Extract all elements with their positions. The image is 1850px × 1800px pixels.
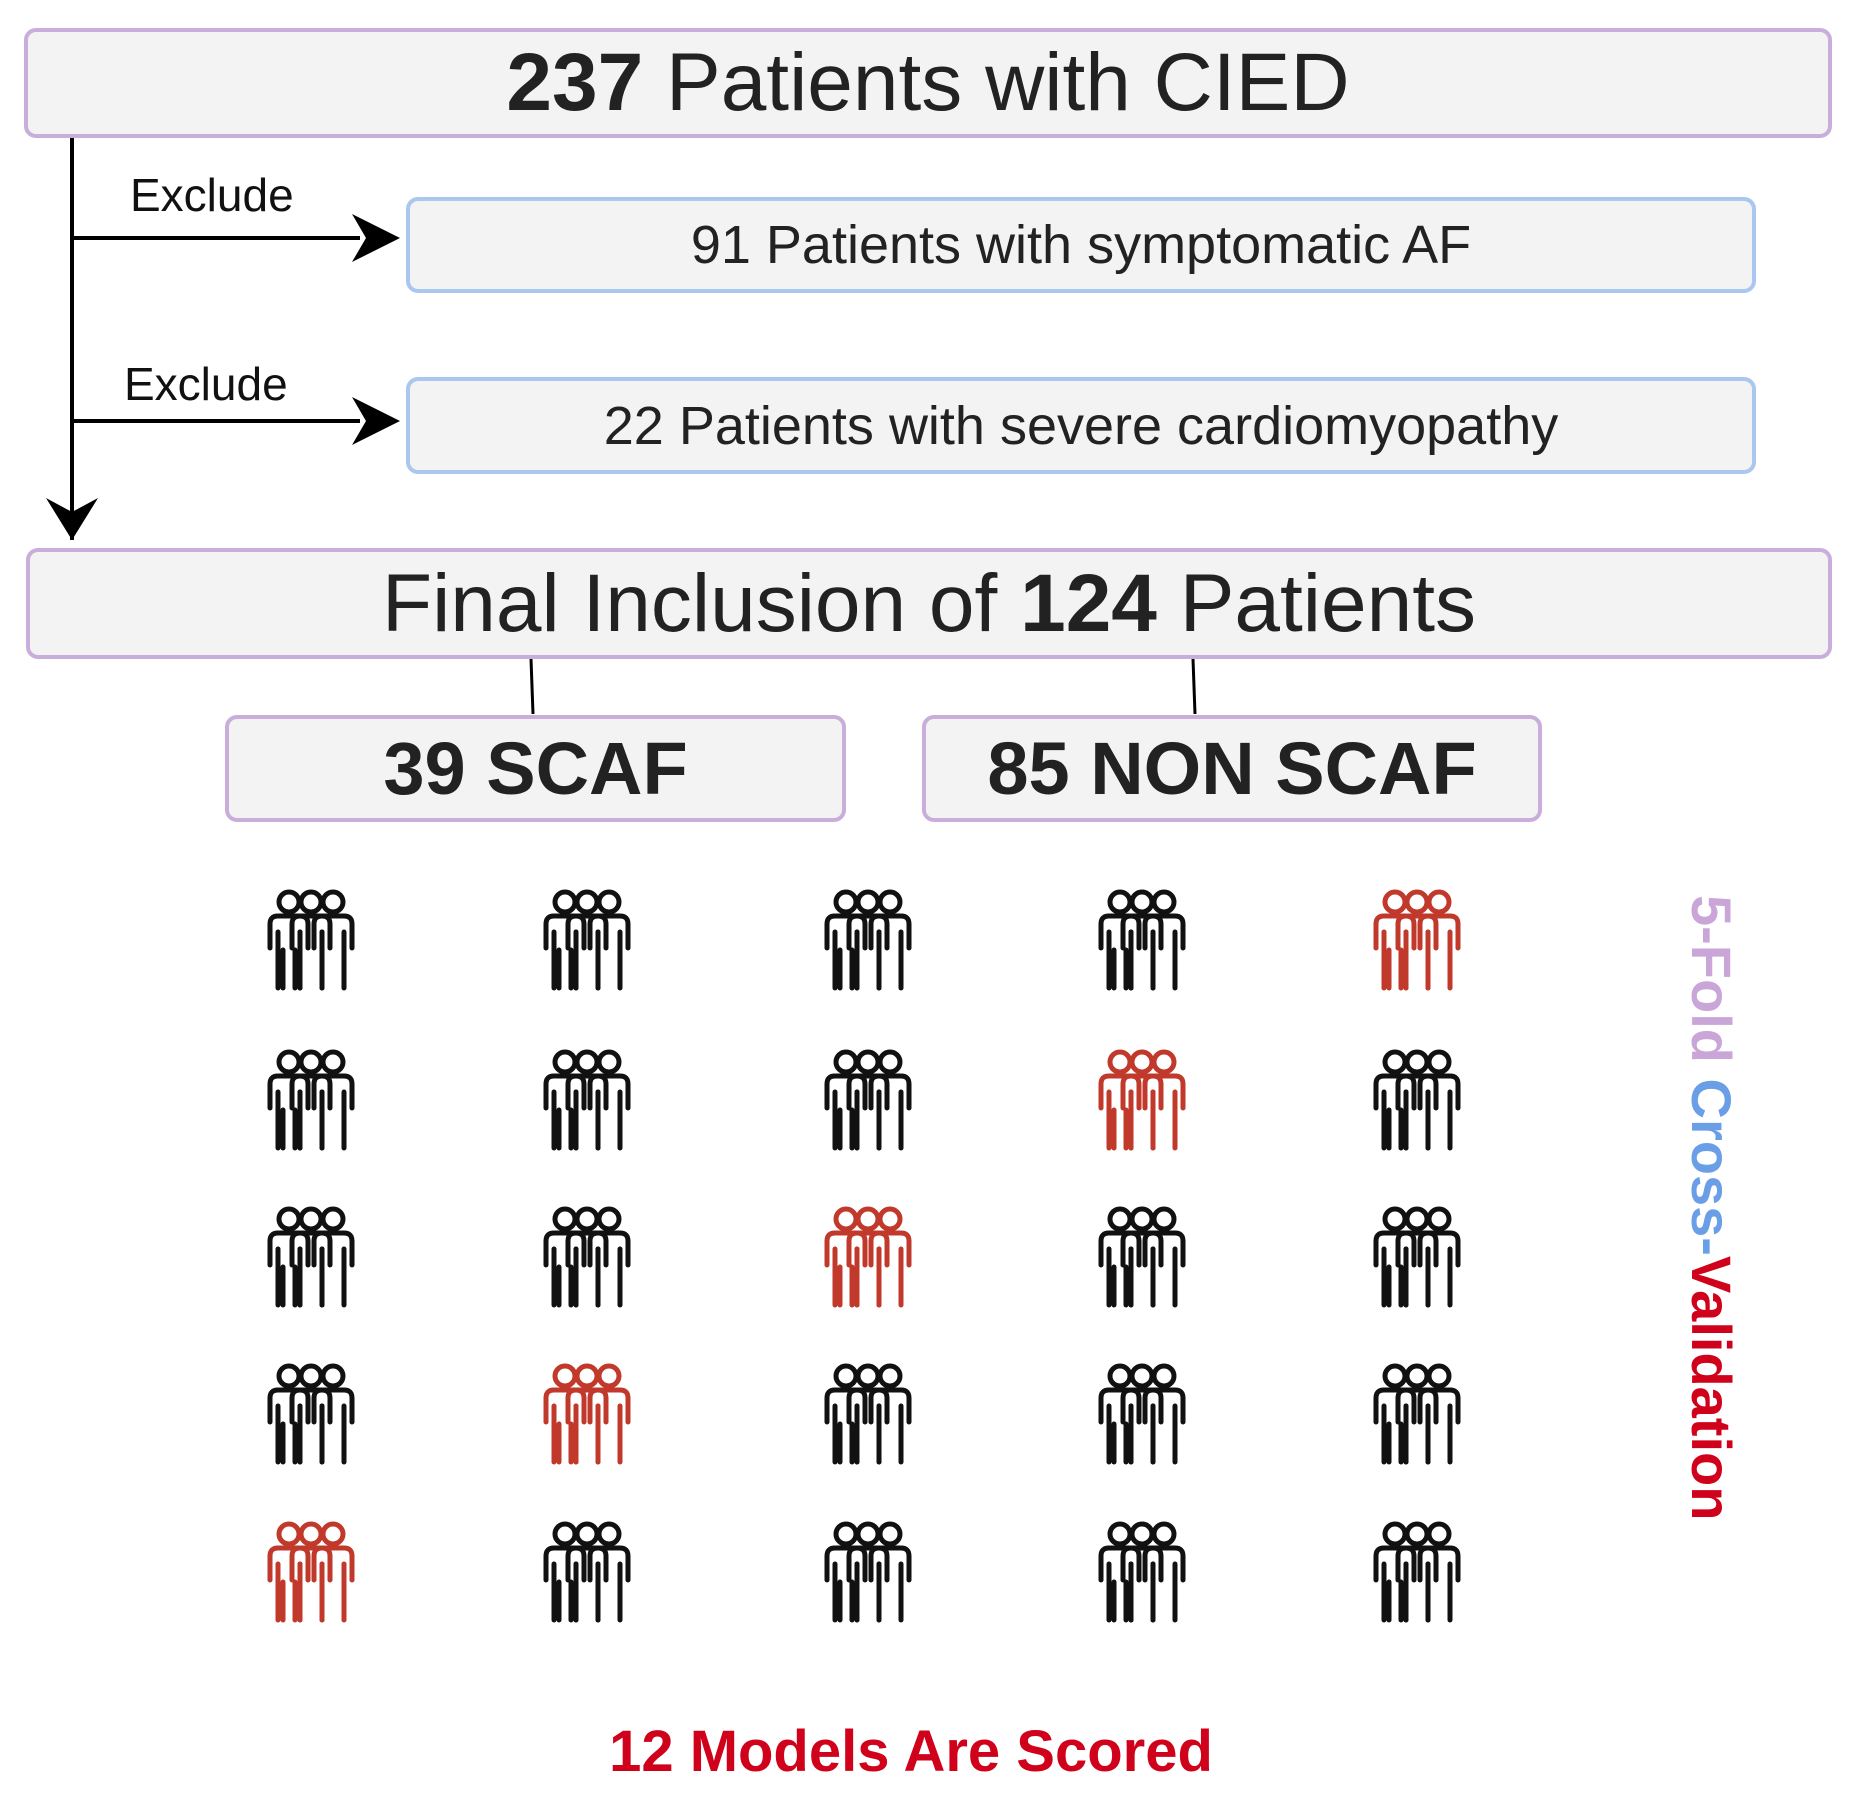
- exclude-label-2: Exclude: [124, 358, 288, 410]
- models-scored-caption: 12 Models Are Scored: [609, 1719, 1213, 1784]
- training-fold-people-icon: [1359, 1045, 1475, 1161]
- training-fold-people-icon: [1084, 885, 1200, 1001]
- connector-non-scaf: [1191, 658, 1197, 715]
- total-count: 237: [506, 37, 644, 128]
- final-prefix: Final Inclusion of: [381, 557, 1021, 649]
- training-fold-people-icon: [810, 885, 926, 1001]
- training-fold-people-icon: [253, 1202, 369, 1318]
- connector-scaf: [529, 658, 535, 715]
- non-scaf-group-box: 85 NON SCAF: [922, 715, 1542, 822]
- validation-fold-people-icon: [253, 1517, 369, 1633]
- training-fold-people-icon: [253, 885, 369, 1001]
- validation-fold-people-icon: [810, 1202, 926, 1318]
- exclude-arrowhead-2: [352, 397, 400, 445]
- scaf-group-box: 39 SCAF: [225, 715, 846, 822]
- training-fold-people-icon: [810, 1045, 926, 1161]
- cross-text: Cross-: [1680, 1078, 1743, 1256]
- validation-fold-people-icon: [1359, 885, 1475, 1001]
- validation-fold-people-icon: [529, 1359, 645, 1475]
- final-inclusion-box: Final Inclusion of 124 Patients: [26, 548, 1832, 659]
- training-fold-people-icon: [529, 1517, 645, 1633]
- exclusion-box-cardiomyopathy: 22 Patients with severe cardiomyopathy: [406, 377, 1756, 474]
- training-fold-people-icon: [253, 1045, 369, 1161]
- final-count: 124: [1020, 557, 1157, 649]
- training-fold-people-icon: [1084, 1517, 1200, 1633]
- main-arrowhead: [46, 498, 98, 540]
- training-fold-people-icon: [253, 1359, 369, 1475]
- training-fold-people-icon: [529, 1202, 645, 1318]
- training-fold-people-icon: [529, 1045, 645, 1161]
- training-fold-people-icon: [1084, 1359, 1200, 1475]
- final-suffix: Patients: [1156, 557, 1476, 649]
- validation-text: Validation: [1680, 1255, 1743, 1521]
- total-label: Patients with CIED: [643, 37, 1350, 128]
- five-fold-text: 5-Fold: [1680, 895, 1743, 1079]
- exclusion-box-af: 91 Patients with symptomatic AF: [406, 197, 1756, 293]
- training-fold-people-icon: [1359, 1202, 1475, 1318]
- training-fold-people-icon: [810, 1517, 926, 1633]
- training-fold-people-icon: [529, 885, 645, 1001]
- exclude-label-1: Exclude: [130, 169, 294, 221]
- total-patients-box: 237 Patients with CIED: [24, 28, 1832, 138]
- cross-validation-label: 5-Fold Cross-Validation: [1679, 895, 1744, 1520]
- training-fold-people-icon: [1359, 1517, 1475, 1633]
- exclude-arrowhead-1: [352, 214, 400, 262]
- training-fold-people-icon: [1359, 1359, 1475, 1475]
- training-fold-people-icon: [1084, 1202, 1200, 1318]
- validation-fold-people-icon: [1084, 1045, 1200, 1161]
- training-fold-people-icon: [810, 1359, 926, 1475]
